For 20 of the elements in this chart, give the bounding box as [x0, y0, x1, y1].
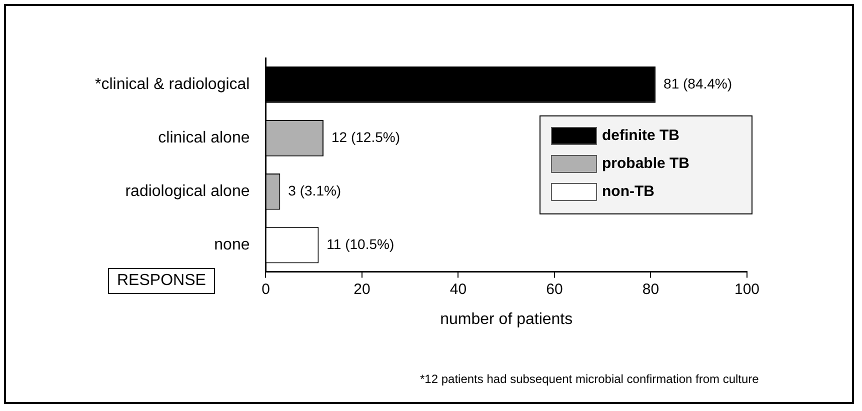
data-label: 3 (3.1%) [288, 182, 342, 198]
legend-label: non-TB [602, 183, 655, 200]
y-axis-title: RESPONSE [108, 268, 215, 294]
y-tick-label: none [214, 236, 250, 254]
data-label: 11 (10.5%) [326, 236, 394, 252]
y-tick-label: clinical alone [158, 130, 250, 147]
legend-label: definite TB [602, 127, 680, 144]
y-tick-label: *clinical & radiological [94, 76, 250, 94]
x-tick-label: 40 [450, 280, 467, 298]
text: *12 patients had subsequent microbial confirmation from culture [420, 372, 759, 386]
data-label: 12 (12.5%) [331, 129, 400, 146]
x-tick-label: 0 [262, 280, 270, 298]
x-tick-label: 80 [642, 280, 660, 298]
y-tick-label: radiological alone [125, 183, 250, 200]
x-tick-label: 20 [354, 280, 370, 298]
data-label: 81 (84.4%) [664, 76, 732, 92]
legend-label: probable TB [602, 155, 690, 172]
x-tick-label: 100 [734, 280, 760, 298]
x-tick-label: 60 [546, 280, 563, 298]
x-axis-title: number of patients [440, 310, 573, 328]
